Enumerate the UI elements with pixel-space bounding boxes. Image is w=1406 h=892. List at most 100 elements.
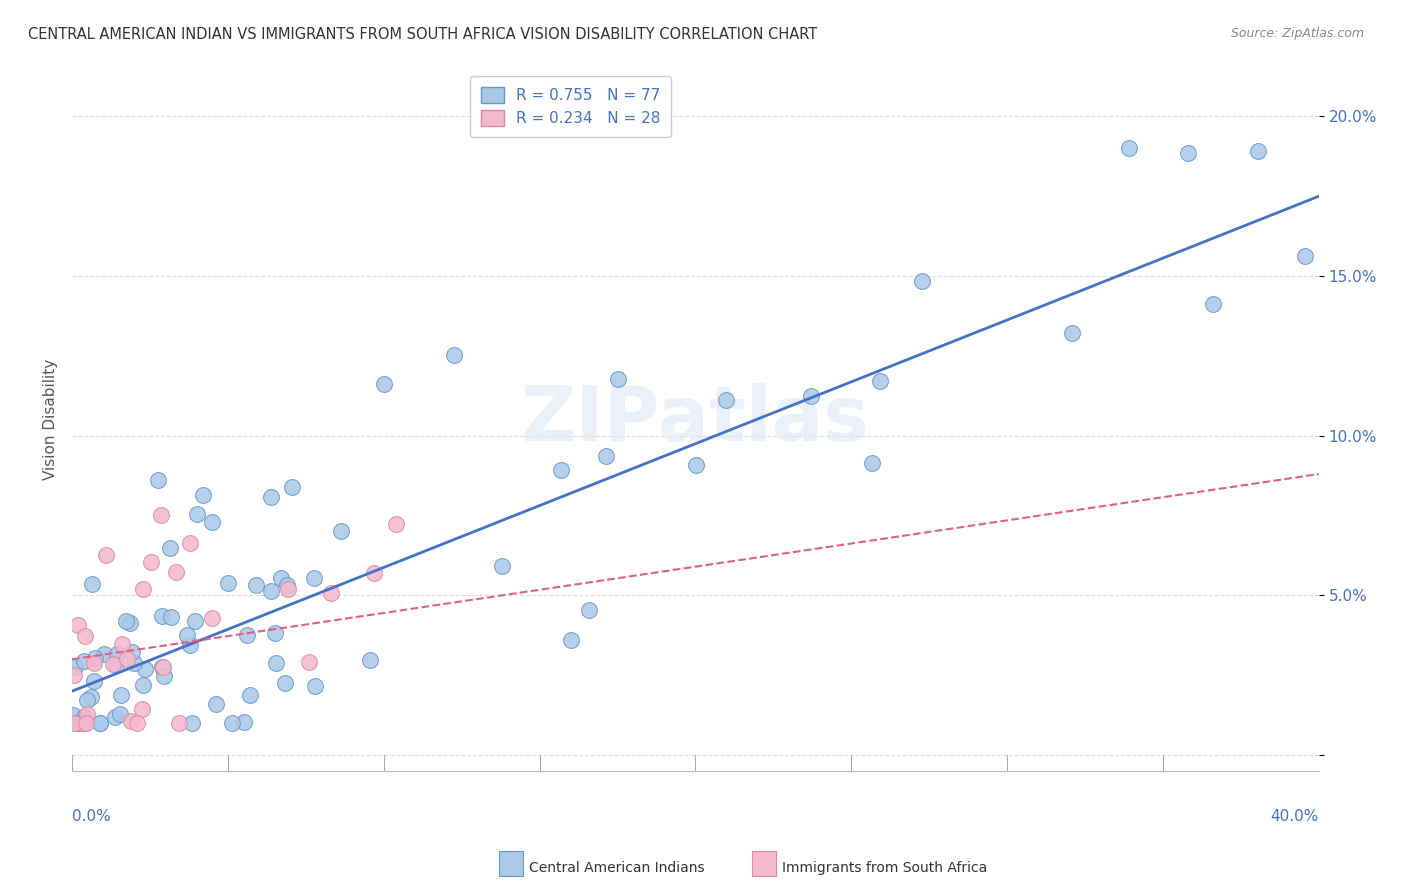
Point	[1062, 326, 1084, 340]
Point	[298, 656, 321, 670]
Point	[281, 480, 304, 494]
Point	[264, 626, 287, 640]
Point	[160, 609, 183, 624]
Point	[108, 706, 131, 721]
Point	[62, 716, 84, 731]
Point	[860, 456, 883, 470]
Text: ZIPatlas: ZIPatlas	[522, 383, 870, 457]
Point	[329, 524, 352, 538]
Point	[115, 652, 138, 666]
Point	[714, 392, 737, 407]
Point	[181, 716, 204, 731]
Point	[120, 714, 142, 728]
Point	[62, 708, 84, 723]
Text: 0.0%: 0.0%	[72, 809, 111, 824]
Point	[201, 515, 224, 529]
Point	[869, 374, 891, 388]
Point	[277, 582, 299, 597]
Point	[491, 559, 513, 574]
Point	[120, 616, 142, 631]
Point	[1202, 297, 1225, 311]
Point	[186, 508, 208, 522]
Point	[73, 629, 96, 643]
Point	[205, 697, 228, 711]
Point	[260, 584, 283, 599]
Point	[149, 508, 172, 522]
Point	[132, 678, 155, 692]
Point	[179, 638, 201, 652]
Point	[115, 614, 138, 628]
Point	[1294, 249, 1316, 263]
Point	[89, 716, 111, 731]
Point	[359, 653, 381, 667]
Point	[221, 716, 243, 731]
Point	[75, 716, 97, 731]
Point	[62, 667, 84, 681]
Point	[233, 715, 256, 730]
Point	[606, 372, 628, 386]
Text: CENTRAL AMERICAN INDIAN VS IMMIGRANTS FROM SOUTH AFRICA VISION DISABILITY CORREL: CENTRAL AMERICAN INDIAN VS IMMIGRANTS FR…	[28, 27, 817, 42]
Point	[76, 706, 98, 721]
Point	[165, 566, 187, 580]
Point	[595, 449, 617, 463]
Point	[363, 566, 385, 580]
Point	[76, 692, 98, 706]
Point	[63, 660, 86, 674]
Point	[217, 575, 239, 590]
Y-axis label: Vision Disability: Vision Disability	[44, 359, 58, 481]
Point	[321, 586, 343, 600]
Point	[150, 660, 173, 674]
Point	[245, 578, 267, 592]
Point	[152, 660, 174, 674]
Point	[66, 716, 89, 731]
Point	[201, 611, 224, 625]
Text: Source: ZipAtlas.com: Source: ZipAtlas.com	[1230, 27, 1364, 40]
Point	[270, 571, 292, 585]
Point	[304, 571, 326, 585]
Point	[84, 650, 107, 665]
Point	[104, 710, 127, 724]
Legend: R = 0.755   N = 77, R = 0.234   N = 28: R = 0.755 N = 77, R = 0.234 N = 28	[470, 76, 671, 137]
Point	[385, 517, 408, 532]
Point	[111, 637, 134, 651]
Point	[82, 577, 104, 591]
Point	[179, 536, 201, 550]
Point	[121, 645, 143, 659]
Point	[550, 463, 572, 477]
Point	[560, 632, 582, 647]
Point	[191, 488, 214, 502]
Point	[276, 578, 298, 592]
Point	[70, 716, 93, 731]
Point	[72, 716, 94, 731]
Point	[373, 376, 395, 391]
Point	[93, 647, 115, 661]
Point	[264, 656, 287, 670]
Point	[125, 716, 148, 731]
Point	[83, 656, 105, 670]
Point	[239, 688, 262, 702]
Point	[304, 680, 326, 694]
Point	[105, 647, 128, 661]
Point	[260, 490, 283, 504]
Point	[83, 673, 105, 688]
Point	[183, 615, 205, 629]
Point	[578, 602, 600, 616]
Point	[73, 710, 96, 724]
Point	[150, 609, 173, 624]
Point	[236, 628, 259, 642]
Point	[1247, 144, 1270, 158]
Point	[911, 274, 934, 288]
Point	[134, 663, 156, 677]
Point	[80, 690, 103, 704]
Point	[73, 654, 96, 668]
Point	[104, 658, 127, 673]
Point	[1118, 141, 1140, 155]
Point	[132, 582, 155, 596]
Text: 40.0%: 40.0%	[1271, 809, 1319, 824]
Point	[167, 716, 190, 731]
Text: Immigrants from South Africa: Immigrants from South Africa	[782, 861, 987, 875]
Point	[176, 628, 198, 642]
Point	[146, 473, 169, 487]
Point	[122, 656, 145, 670]
Point	[66, 617, 89, 632]
